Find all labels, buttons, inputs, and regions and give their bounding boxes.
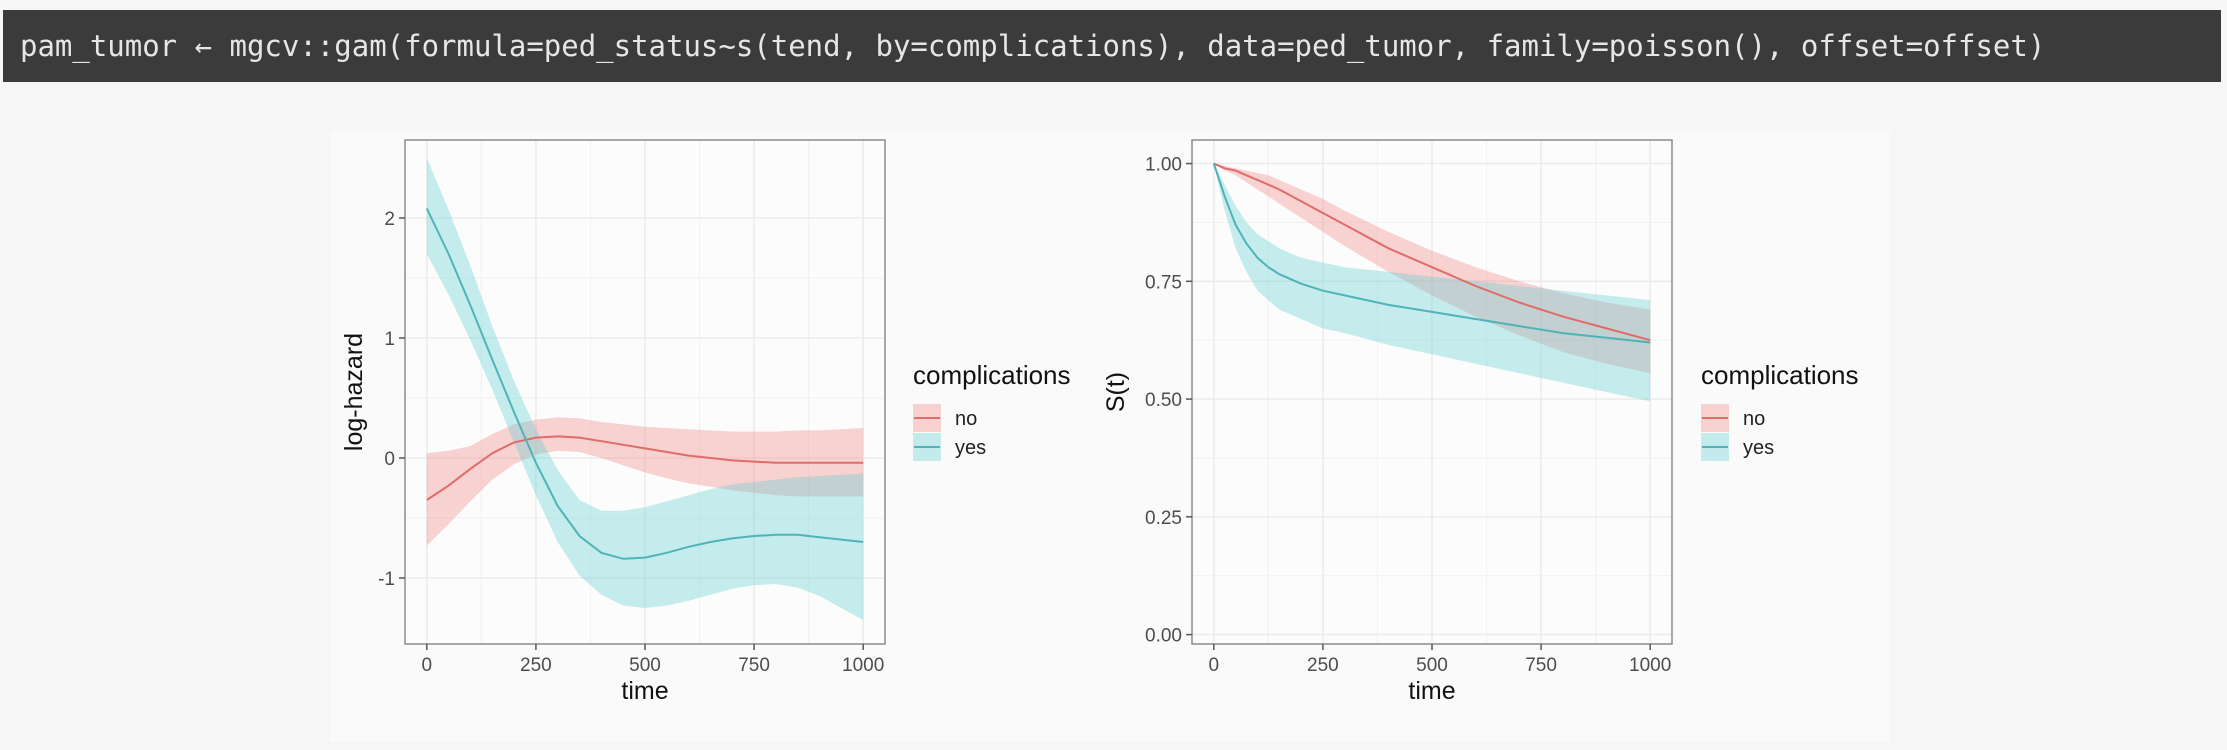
legend-label-no: no	[955, 408, 977, 430]
legend-label-yes: yes	[1743, 437, 1774, 459]
x-axis-title: time	[621, 677, 668, 705]
x-tick-label: 250	[1307, 655, 1339, 676]
confidence-band-yes	[426, 158, 864, 620]
series-line-yes	[425, 207, 864, 560]
y-tick-label: -1	[378, 569, 395, 590]
series-line-yes	[1212, 163, 1651, 344]
x-tick-label: 500	[1416, 655, 1448, 676]
legend-label-no: no	[1743, 408, 1765, 430]
legend-title: complications	[913, 360, 1071, 390]
x-tick-label: 750	[738, 655, 770, 676]
chart-panel-log-hazard: 0 250 500 750 1000 -1 0 1 2 time log-hazard complic…	[330, 132, 1100, 742]
x-tick-label: 250	[520, 655, 552, 676]
x-tick-label: 0	[422, 655, 433, 676]
y-tick-label: 0.75	[1145, 272, 1182, 293]
code-line: pam_tumor ← mgcv::gam(formula=ped_status…	[20, 29, 2046, 63]
y-axis-title: log-hazard	[340, 333, 368, 451]
code-block: pam_tumor ← mgcv::gam(formula=ped_status…	[3, 10, 2221, 82]
x-axis-title: time	[1408, 677, 1455, 705]
x-tick-label: 1000	[842, 655, 884, 676]
y-tick-label: 0.25	[1145, 508, 1182, 529]
confidence-band-no	[1213, 163, 1651, 374]
confidence-band-no	[426, 417, 864, 546]
x-tick-label: 500	[629, 655, 661, 676]
confidence-band-yes	[1213, 163, 1651, 402]
y-tick-label: 0.50	[1145, 390, 1182, 411]
y-tick-label: 2	[384, 209, 395, 230]
log-hazard-chart: 0 250 500 750 1000 -1 0 1 2 time log-hazard complic…	[340, 139, 1071, 705]
x-tick-label: 1000	[1629, 655, 1671, 676]
legend-title: complications	[1701, 360, 1859, 390]
y-tick-label: 0	[384, 449, 395, 470]
x-tick-label: 0	[1209, 655, 1220, 676]
y-tick-label: 0.00	[1145, 626, 1182, 647]
chart-panel-survival: 0 250 500 750 1000 0.00 0.25 0.50 0.75 1.00 time S(…	[1100, 132, 1890, 742]
survival-chart: 0 250 500 750 1000 0.00 0.25 0.50 0.75 1.00 time S(…	[1102, 139, 1859, 705]
y-tick-label: 1.00	[1145, 155, 1182, 176]
legend-label-yes: yes	[955, 437, 986, 459]
series-line-no	[1213, 162, 1651, 342]
y-axis-title: S(t)	[1102, 372, 1130, 412]
x-tick-label: 750	[1525, 655, 1557, 676]
y-tick-label: 1	[384, 329, 395, 350]
series-line-no	[426, 435, 864, 501]
